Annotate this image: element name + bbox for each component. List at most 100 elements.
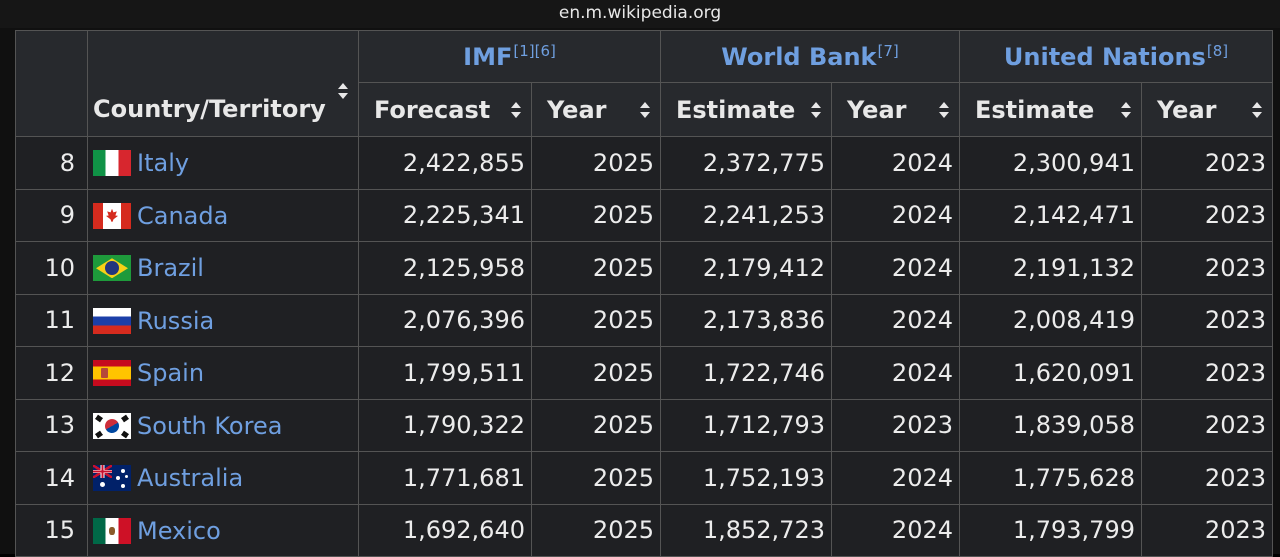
- imf-forecast-cell: 2,076,396: [358, 293, 532, 347]
- wb-estimate-cell: 1,712,793: [660, 398, 832, 452]
- sort-icon[interactable]: [811, 101, 821, 118]
- imf-forecast-cell: 2,125,958: [358, 241, 532, 295]
- un-year-header[interactable]: Year: [1141, 82, 1273, 137]
- rank-header: [15, 30, 88, 137]
- table-row: 9 Canada 2,225,341 2025 2,241,253 2024 2…: [15, 188, 1273, 242]
- imf-year-header[interactable]: Year: [531, 82, 661, 137]
- imf-forecast-cell: 1,692,640: [358, 503, 532, 557]
- russia-flag-icon: [93, 307, 131, 334]
- rank-cell: 9: [15, 188, 88, 242]
- wb-year-cell: 2024: [831, 451, 960, 505]
- canada-flag-icon: [93, 202, 131, 229]
- italy-flag-icon: [93, 150, 131, 177]
- wb-year-cell: 2023: [831, 398, 960, 452]
- wb-estimate-label: Estimate: [676, 95, 796, 124]
- wb-year-header[interactable]: Year: [831, 82, 960, 137]
- brazil-flag-icon: [93, 255, 131, 282]
- un-estimate-header[interactable]: Estimate: [959, 82, 1142, 137]
- imf-forecast-cell: 2,422,855: [358, 136, 532, 190]
- sort-icon[interactable]: [1121, 101, 1131, 118]
- wb-estimate-cell: 2,372,775: [660, 136, 832, 190]
- imf-link[interactable]: IMF: [463, 43, 513, 71]
- country-cell: Italy: [87, 136, 359, 190]
- imf-forecast-cell: 1,790,322: [358, 398, 532, 452]
- country-link[interactable]: Brazil: [137, 254, 204, 283]
- wb-estimate-cell: 1,752,193: [660, 451, 832, 505]
- imf-forecast-cell: 1,799,511: [358, 346, 532, 400]
- imf-forecast-label: Forecast: [374, 95, 491, 124]
- un-year-label: Year: [1157, 95, 1217, 124]
- header-group-row: Country/Territory IMF[1][6] World Bank[7…: [15, 30, 1273, 137]
- un-year-cell: 2023: [1141, 398, 1273, 452]
- sort-icon[interactable]: [640, 101, 650, 118]
- page-content: Country/Territory IMF[1][6] World Bank[7…: [0, 28, 1280, 557]
- imf-year-cell: 2025: [531, 188, 661, 242]
- country-column-header[interactable]: Country/Territory: [87, 30, 359, 137]
- table-row: 14 Australia 1,771,681 2025 1,752,193 20…: [15, 451, 1273, 505]
- country-cell: Canada: [87, 188, 359, 242]
- imf-forecast-cell: 2,225,341: [358, 188, 532, 242]
- rank-cell: 13: [15, 398, 88, 452]
- sort-icon[interactable]: [338, 83, 348, 99]
- imf-refs[interactable]: [1][6]: [513, 42, 556, 60]
- rank-cell: 11: [15, 293, 88, 347]
- wb-year-cell: 2024: [831, 503, 960, 557]
- un-year-cell: 2023: [1141, 188, 1273, 242]
- wb-year-cell: 2024: [831, 188, 960, 242]
- un-year-cell: 2023: [1141, 503, 1273, 557]
- un-estimate-label: Estimate: [975, 95, 1095, 124]
- country-cell: Mexico: [87, 503, 359, 557]
- country-link[interactable]: Canada: [137, 201, 229, 230]
- world-bank-link[interactable]: World Bank: [721, 43, 877, 71]
- wb-estimate-cell: 1,852,723: [660, 503, 832, 557]
- table-row: 12 Spain 1,799,511 2025 1,722,746 2024 1…: [15, 346, 1273, 400]
- world-bank-group-header[interactable]: World Bank[7]: [660, 30, 960, 83]
- wb-estimate-header[interactable]: Estimate: [660, 82, 832, 137]
- url-text: en.m.wikipedia.org: [558, 3, 722, 23]
- united-nations-link[interactable]: United Nations: [1003, 43, 1206, 71]
- rank-cell: 12: [15, 346, 88, 400]
- united-nations-refs[interactable]: [8]: [1206, 42, 1229, 60]
- country-link[interactable]: South Korea: [137, 411, 283, 440]
- imf-group-header[interactable]: IMF[1][6]: [358, 30, 661, 83]
- un-year-cell: 2023: [1141, 346, 1273, 400]
- sort-icon[interactable]: [939, 101, 949, 118]
- country-cell: Brazil: [87, 241, 359, 295]
- country-link[interactable]: Mexico: [137, 516, 221, 545]
- imf-year-cell: 2025: [531, 241, 661, 295]
- imf-forecast-header[interactable]: Forecast: [358, 82, 532, 137]
- address-bar[interactable]: en.m.wikipedia.org: [0, 0, 1280, 28]
- imf-year-label: Year: [547, 95, 607, 124]
- wb-year-cell: 2024: [831, 241, 960, 295]
- un-estimate-cell: 2,008,419: [959, 293, 1142, 347]
- south-korea-flag-icon: [93, 412, 131, 439]
- sort-icon[interactable]: [1252, 101, 1262, 118]
- imf-year-cell: 2025: [531, 503, 661, 557]
- wb-year-label: Year: [847, 95, 907, 124]
- wb-estimate-cell: 1,722,746: [660, 346, 832, 400]
- rank-cell: 14: [15, 451, 88, 505]
- un-estimate-cell: 2,142,471: [959, 188, 1142, 242]
- rank-cell: 8: [15, 136, 88, 190]
- country-cell: Russia: [87, 293, 359, 347]
- header-sub-row: Forecast Year Estimate Year Estimate Yea…: [16, 82, 1273, 137]
- table-row: 11 Russia 2,076,396 2025 2,173,836 2024 …: [15, 293, 1273, 347]
- country-cell: South Korea: [87, 398, 359, 452]
- table-row: 15 Mexico 1,692,640 2025 1,852,723 2024 …: [15, 503, 1273, 557]
- country-link[interactable]: Russia: [137, 306, 215, 335]
- rank-cell: 15: [15, 503, 88, 557]
- country-link[interactable]: Spain: [137, 359, 205, 388]
- australia-flag-icon: [93, 465, 131, 492]
- sort-icon[interactable]: [511, 101, 521, 118]
- imf-year-cell: 2025: [531, 293, 661, 347]
- wb-year-cell: 2024: [831, 293, 960, 347]
- gdp-table: Country/Territory IMF[1][6] World Bank[7…: [15, 30, 1273, 557]
- wb-estimate-cell: 2,173,836: [660, 293, 832, 347]
- un-estimate-cell: 1,839,058: [959, 398, 1142, 452]
- table-row: 10 Brazil 2,125,958 2025 2,179,412 2024 …: [15, 241, 1273, 295]
- country-link[interactable]: Australia: [137, 464, 244, 493]
- un-year-cell: 2023: [1141, 293, 1273, 347]
- united-nations-group-header[interactable]: United Nations[8]: [959, 30, 1273, 83]
- world-bank-refs[interactable]: [7]: [877, 42, 899, 60]
- country-link[interactable]: Italy: [137, 149, 190, 178]
